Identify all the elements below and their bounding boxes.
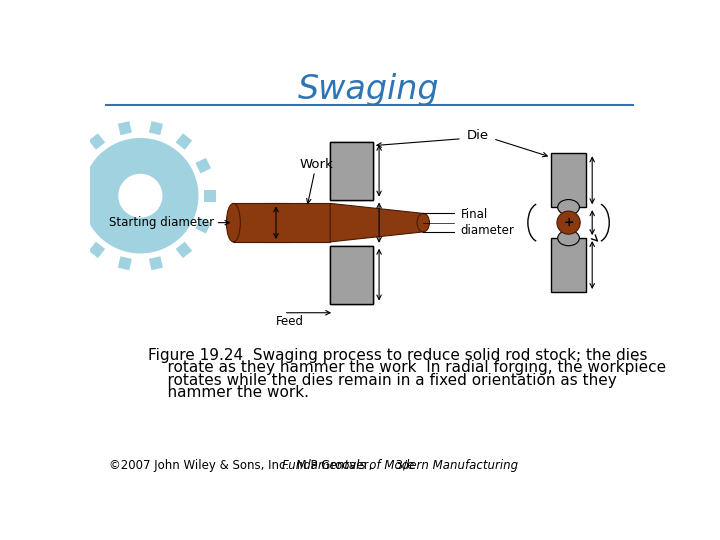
Ellipse shape xyxy=(226,204,240,242)
Text: Work: Work xyxy=(300,158,333,171)
Text: Feed: Feed xyxy=(276,315,304,328)
Bar xyxy=(118,121,132,135)
Text: 3/e: 3/e xyxy=(392,458,415,472)
Bar xyxy=(195,158,211,173)
Bar xyxy=(330,142,373,200)
Bar xyxy=(89,242,105,258)
Text: rotates while the dies remain in a fixed orientation as they: rotates while the dies remain in a fixed… xyxy=(148,373,617,388)
Polygon shape xyxy=(330,204,423,242)
Text: Final
diameter: Final diameter xyxy=(461,208,514,237)
Text: rotate as they hammer the work  In radial forging, the workpiece: rotate as they hammer the work In radial… xyxy=(148,361,666,375)
Bar xyxy=(551,153,586,207)
Bar xyxy=(149,121,163,135)
Text: +: + xyxy=(563,216,574,229)
Bar xyxy=(118,256,132,270)
Circle shape xyxy=(557,211,580,234)
Ellipse shape xyxy=(417,213,429,232)
Bar xyxy=(551,238,586,292)
Circle shape xyxy=(118,174,163,218)
Text: Fundamentals of Modern Manufacturing: Fundamentals of Modern Manufacturing xyxy=(282,458,518,472)
Polygon shape xyxy=(233,204,330,242)
Ellipse shape xyxy=(558,200,580,215)
Text: Swaging: Swaging xyxy=(298,73,440,106)
Text: hammer the work.: hammer the work. xyxy=(148,385,309,400)
Text: Die: Die xyxy=(467,129,489,142)
Text: ©2007 John Wiley & Sons, Inc.  M P Groover,: ©2007 John Wiley & Sons, Inc. M P Groove… xyxy=(109,458,377,472)
Bar xyxy=(70,158,86,173)
Bar xyxy=(70,218,86,234)
Circle shape xyxy=(82,138,199,253)
Bar xyxy=(195,218,211,234)
Bar xyxy=(204,190,216,201)
Bar xyxy=(176,133,192,150)
Bar xyxy=(330,246,373,303)
Text: Figure 19.24  Swaging process to reduce solid rod stock; the dies: Figure 19.24 Swaging process to reduce s… xyxy=(148,348,647,363)
Bar xyxy=(89,133,105,150)
Bar xyxy=(176,242,192,258)
Bar xyxy=(65,190,76,201)
Bar xyxy=(330,246,373,303)
Ellipse shape xyxy=(558,231,580,246)
Text: Starting diameter: Starting diameter xyxy=(109,216,214,229)
Bar xyxy=(149,256,163,270)
Bar xyxy=(330,142,373,200)
